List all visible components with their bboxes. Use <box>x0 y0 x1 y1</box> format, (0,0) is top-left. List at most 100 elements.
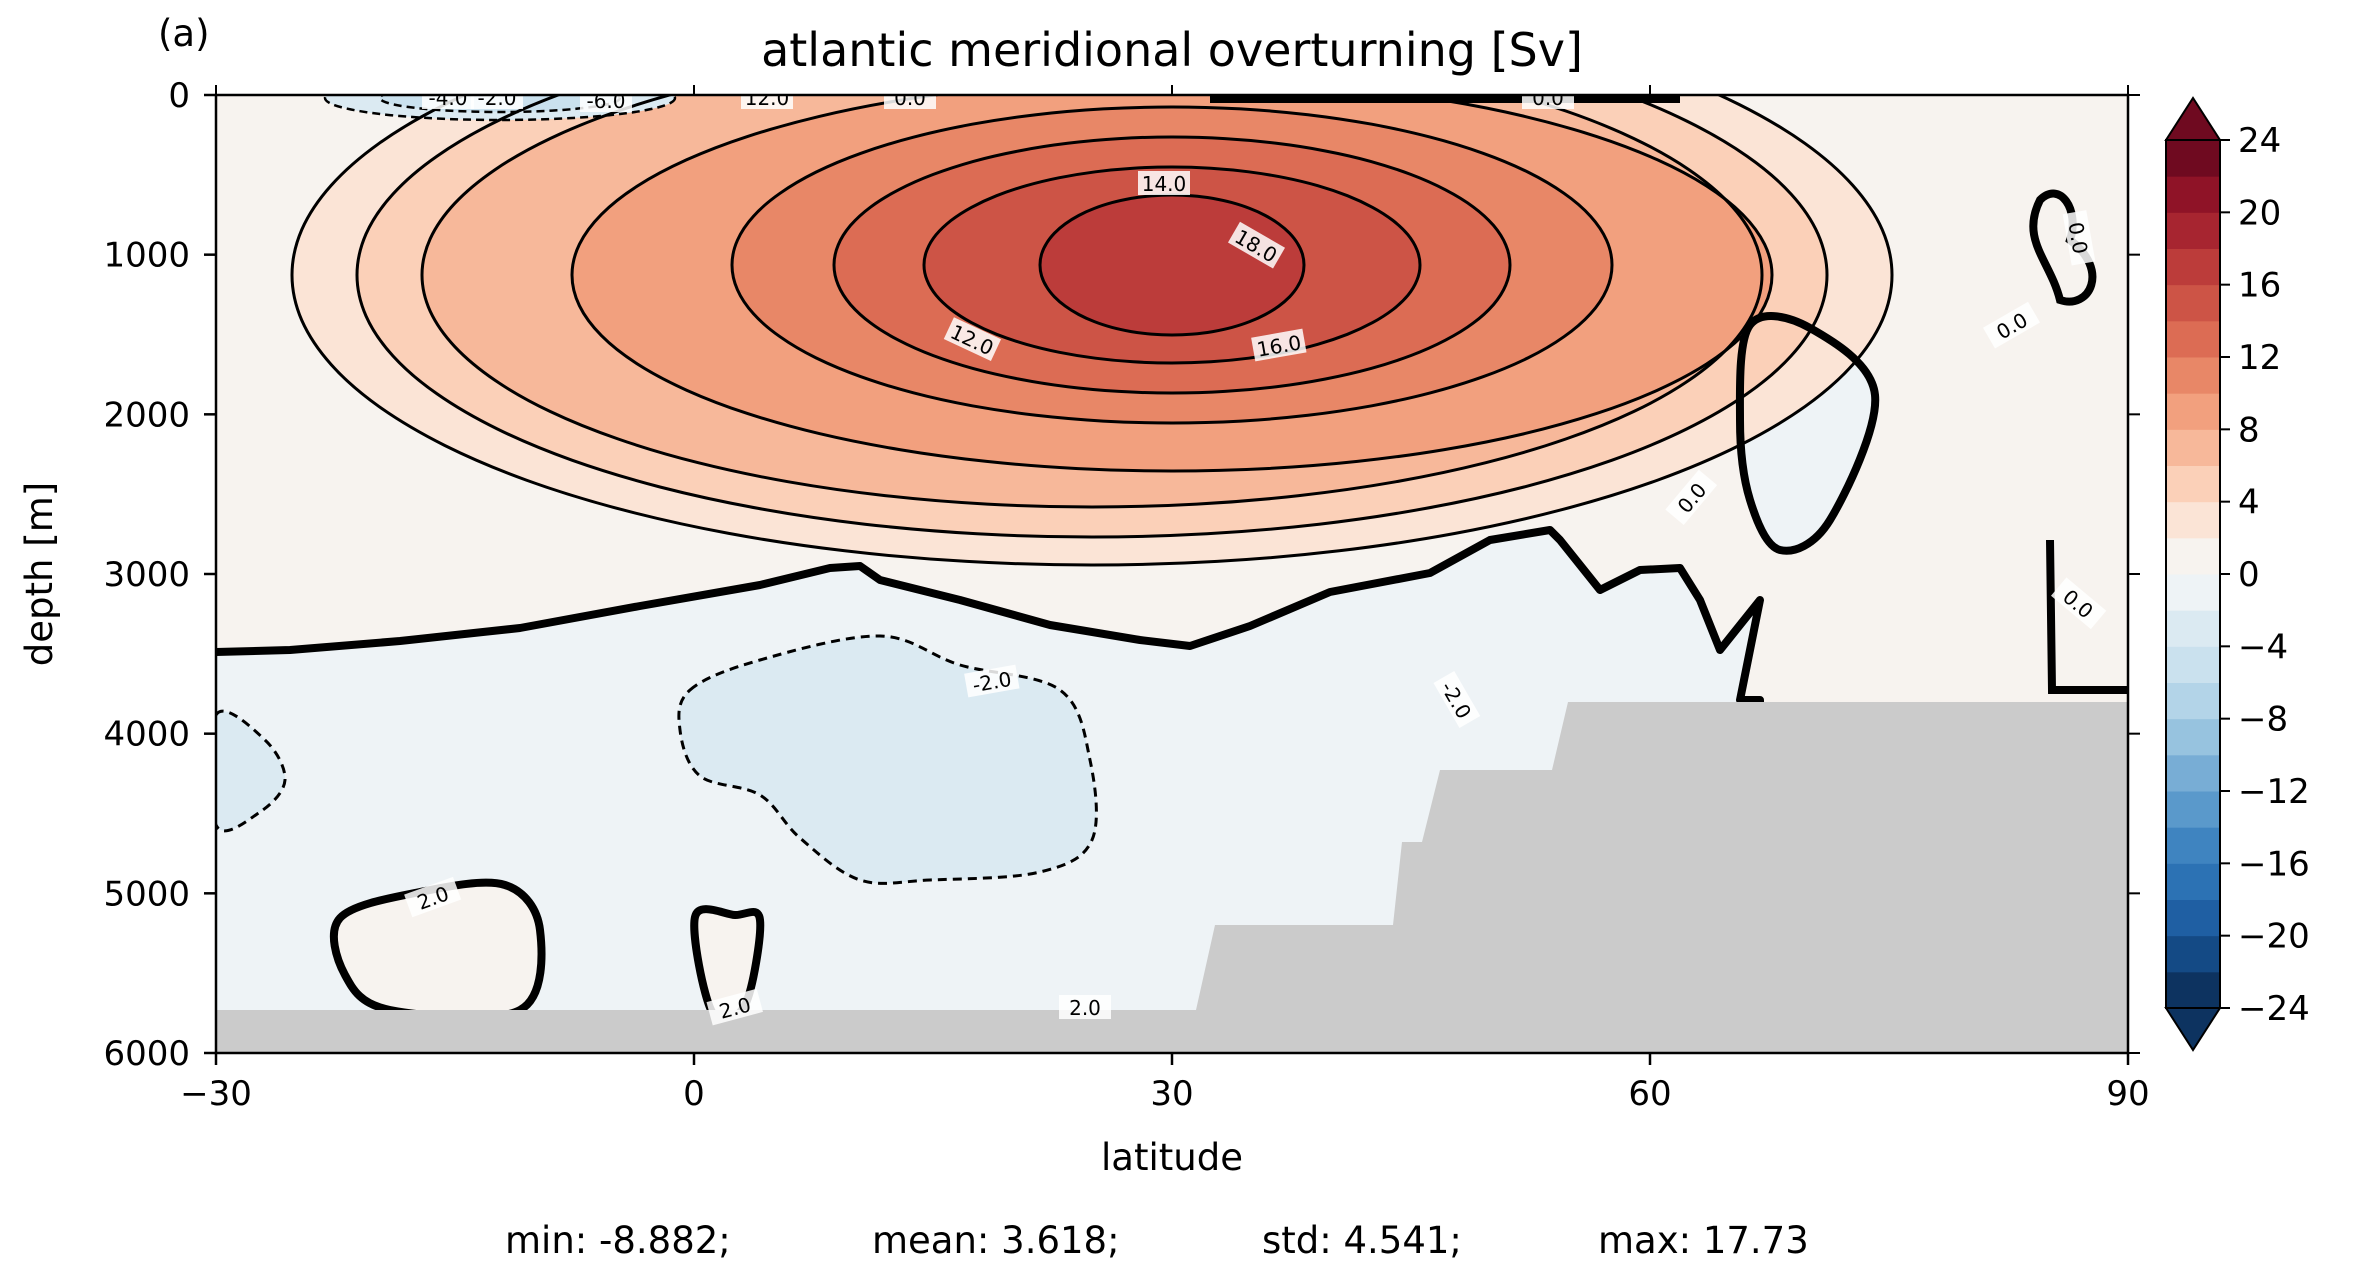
colorbar-segment <box>2166 971 2220 1009</box>
colorbar-tick-label: 0 <box>2238 555 2260 595</box>
stats-line: min: -8.882; mean: 3.618; std: 4.541; ma… <box>505 1219 1809 1262</box>
colorbar-segment <box>2166 682 2220 720</box>
contour-label-box: 12.0 <box>741 86 793 110</box>
y-tick-label: 4000 <box>103 715 190 755</box>
contour-label-bg <box>1227 221 1286 269</box>
colorbar-segment <box>2166 718 2220 756</box>
contour-line-7 <box>420 95 1764 509</box>
field-negative-edge <box>216 711 286 831</box>
colorbar-tick-label: −16 <box>2238 844 2310 884</box>
stat-min: min: -8.882; <box>505 1219 731 1262</box>
contour-labels: -4.0 -2.0 -6.0 12.0 0.0 0.014.018.012.0 16.00.… <box>404 86 2107 1026</box>
contour-line-11 <box>730 105 1614 425</box>
colorbar-tick-label: 8 <box>2238 410 2260 450</box>
colorbar-tick-label: −12 <box>2238 772 2310 812</box>
stat-std: std: 4.541; <box>1262 1219 1462 1262</box>
contour-zero-north <box>1735 312 1880 555</box>
chart-title: atlantic meridional overturning [Sv] <box>761 23 1583 77</box>
colorbar-extend-top <box>2164 96 2222 141</box>
contour-zero-ne <box>2029 189 2097 306</box>
contour-label-bg <box>1138 171 1190 195</box>
contour-label: 0.0 <box>2063 220 2092 255</box>
contour-label-bg <box>1059 995 1111 1019</box>
contour-label-bg <box>964 664 1020 698</box>
colorbar-segment <box>2166 212 2220 249</box>
contour-label-box: 0.0 <box>1522 95 1574 110</box>
contour-zero-east <box>2046 539 2128 694</box>
contour-label-box: 14.0 <box>1138 171 1190 196</box>
colorbar-segment <box>2166 574 2220 611</box>
colorbar-segment <box>2166 320 2220 358</box>
contour-line-5 <box>355 95 1829 539</box>
colorbar-segment <box>2166 935 2220 973</box>
contour-line-3 <box>290 95 1894 567</box>
contour-label-box: 0.0 <box>2062 210 2096 266</box>
contour-label-box: 0.0 <box>884 86 936 110</box>
contour-label-box: -2.0 <box>471 86 523 110</box>
colorbar-segment <box>2166 465 2220 503</box>
colorbar: 24 20 16 12 8 4 0 −4 −8 −12 −16 −20 −24 <box>2164 96 2310 1052</box>
colorbar-segment <box>2166 501 2220 539</box>
y-tick-label: 2000 <box>103 395 190 435</box>
land-polygon <box>216 702 2128 1053</box>
contour-label-bg <box>2062 210 2096 266</box>
contour-zero <box>216 526 1764 1053</box>
plot-area: -4.0 -2.0 -6.0 12.0 0.0 0.014.018.012.0 16.00.… <box>216 86 2128 1053</box>
colorbar-tick-label: 24 <box>2238 121 2281 161</box>
colorbar-tick-label: −4 <box>2238 627 2288 667</box>
stat-mean: mean: 3.618; <box>872 1219 1120 1262</box>
contour-minus-two <box>677 634 1098 885</box>
colorbar-segment <box>2166 646 2220 683</box>
contour-plus-two-2 <box>690 905 765 1025</box>
field-positive-abyss-1 <box>333 882 542 1018</box>
contour-label-bg <box>943 317 1002 361</box>
x-tick-label: −30 <box>180 1074 252 1114</box>
contour-label: -2.0 <box>477 86 516 110</box>
y-axis-label: depth [m] <box>18 482 61 666</box>
colorbar-segment <box>2166 610 2220 647</box>
contour-label: 14.0 <box>1142 172 1187 196</box>
y-tick-label: 1000 <box>103 236 190 276</box>
contour-label: 0.0 <box>894 86 926 110</box>
contour-label: 2.0 <box>1069 996 1101 1020</box>
colorbar-segment <box>2166 429 2220 466</box>
y-axis: 0 1000 2000 3000 4000 5000 6000 <box>103 76 2140 1074</box>
contour-label: -4.0 <box>428 86 467 110</box>
colorbar-segment <box>2166 140 2220 177</box>
colorbar-tick-label: 12 <box>2238 338 2281 378</box>
contour-label: -6.0 <box>586 89 625 113</box>
x-tick-label: 90 <box>2106 1074 2149 1114</box>
contour-label-box: -6.0 <box>580 89 632 113</box>
contour-label-bg <box>884 95 936 109</box>
x-tick-label: 0 <box>683 1074 705 1114</box>
colorbar-tick-label: −24 <box>2238 989 2310 1029</box>
contour-label-bg <box>1982 301 2041 349</box>
colorbar-tick-label: −20 <box>2238 917 2310 957</box>
contour-surface--3 <box>323 95 677 122</box>
stat-max: max: 17.73 <box>1598 1219 1809 1262</box>
contour-line-13 <box>832 135 1512 395</box>
contour-lines <box>216 95 2128 1053</box>
colorbar-segment <box>2166 393 2220 430</box>
contour-label-bg <box>1665 469 1718 525</box>
colorbar-segment <box>2166 537 2220 575</box>
contour-label-bg <box>741 95 793 109</box>
field-negative-cell <box>678 635 1097 884</box>
x-axis: −30 0 30 60 90 <box>180 85 2150 1114</box>
colorbar-tick-label: −8 <box>2238 700 2288 740</box>
colorbar-segment <box>2166 899 2220 937</box>
panel-label: (a) <box>158 12 210 55</box>
colorbar-segment <box>2166 791 2220 828</box>
colorbar-extend-bottom <box>2164 1007 2222 1052</box>
contour-label: 12.0 <box>745 86 790 110</box>
contour-label-box: -4.0 <box>422 86 474 110</box>
contour-label-bg <box>1522 95 1574 109</box>
x-tick-label: 60 <box>1628 1074 1671 1114</box>
colorbar-segment <box>2166 248 2220 286</box>
y-tick-label: 0 <box>168 76 190 116</box>
y-tick-label: 5000 <box>103 874 190 914</box>
colorbar-segment <box>2166 863 2220 900</box>
contour-label-bg <box>471 95 523 109</box>
contour-label-bg <box>422 95 474 109</box>
